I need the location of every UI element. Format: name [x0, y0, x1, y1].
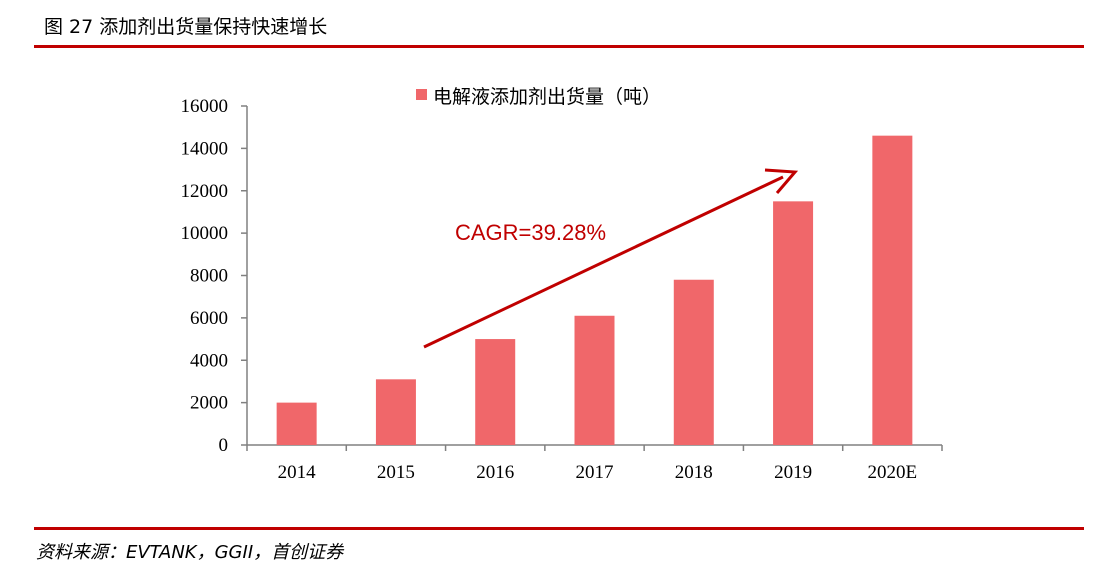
bar	[375, 379, 416, 445]
source-note: 资料来源：EVTANK，GGII，首创证券	[36, 542, 344, 563]
legend: 电解液添加剂出货量（吨）	[416, 86, 661, 108]
bar	[673, 279, 714, 445]
x-tick-label: 2018	[675, 462, 713, 483]
y-tick-label: 6000	[190, 308, 228, 329]
bars	[276, 135, 913, 445]
trend-arrow-line	[423, 175, 784, 349]
trend-arrow-head	[764, 168, 799, 194]
bar-chart: 0 2000 4000 6000 8000 10000 12000 14000 16000 20…	[181, 86, 943, 483]
x-tick-label: 2014	[278, 462, 317, 483]
x-tick-label: 2017	[576, 462, 614, 483]
x-tick-label: 2016	[476, 462, 514, 483]
bar	[475, 339, 516, 445]
bar	[276, 402, 317, 445]
figure-title: 图 27 添加剂出货量保持快速增长	[44, 16, 328, 38]
cagr-label: CAGR=39.28%	[455, 220, 606, 245]
cagr-annotation: CAGR=39.28%	[423, 168, 799, 349]
y-tick-label: 12000	[181, 181, 229, 202]
top-divider	[34, 45, 1084, 48]
x-tick-label: 2015	[377, 462, 415, 483]
y-tick-label: 4000	[190, 350, 228, 371]
bar	[574, 315, 615, 445]
y-tick-label: 8000	[190, 266, 228, 287]
legend-label: 电解液添加剂出货量（吨）	[433, 86, 661, 108]
x-tick-label: 2019	[774, 462, 812, 483]
y-tick-label: 0	[219, 435, 229, 456]
y-tick-label: 2000	[190, 393, 228, 414]
legend-swatch	[416, 89, 427, 100]
y-tick-label: 16000	[181, 96, 229, 117]
y-tick-label: 10000	[181, 223, 229, 244]
bar	[773, 201, 814, 445]
bar	[872, 135, 913, 445]
y-axis: 0 2000 4000 6000 8000 10000 12000 14000 16000	[181, 96, 248, 456]
x-axis: 2014 2015 2016 2017 2018 2019 2020E	[246, 444, 943, 483]
x-tick-label: 2020E	[868, 462, 918, 483]
bottom-divider	[34, 527, 1084, 530]
y-tick-label: 14000	[181, 138, 229, 159]
